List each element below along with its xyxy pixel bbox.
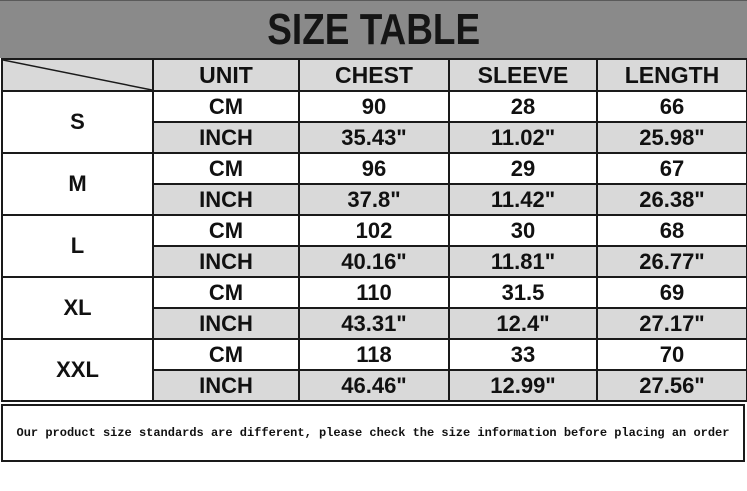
- table-row: INCH 35.43" 11.02" 25.98": [2, 121, 747, 154]
- chest-value: 46.46": [298, 369, 450, 402]
- unit-label-cm: CM: [152, 90, 300, 123]
- table-row: L CM 102 30 68: [1, 214, 747, 278]
- chest-value: 118: [298, 338, 450, 371]
- sleeve-value: 11.02": [448, 121, 598, 154]
- table-row: S CM 90 28 66: [1, 90, 747, 154]
- chest-value: 90: [298, 90, 450, 123]
- col-header-chest: CHEST: [298, 58, 450, 92]
- footer-note: Our product size standards are different…: [1, 404, 745, 462]
- size-label-l: L: [1, 214, 154, 278]
- title-bar: SIZE TABLE: [0, 0, 747, 58]
- size-table: UNIT CHEST SLEEVE LENGTH S CM 90 28 66 I…: [1, 58, 747, 402]
- sleeve-value: 30: [448, 214, 598, 247]
- unit-label-inch: INCH: [152, 369, 300, 402]
- length-value: 25.98": [596, 121, 747, 154]
- unit-label-inch: INCH: [152, 245, 300, 278]
- size-label-xxl: XXL: [1, 338, 154, 402]
- table-row: XXL CM 118 33 70: [1, 338, 747, 402]
- unit-label-inch: INCH: [152, 183, 300, 216]
- chest-value: 102: [298, 214, 450, 247]
- unit-label-cm: CM: [152, 152, 300, 185]
- table-row: INCH 40.16" 11.81" 26.77": [2, 245, 747, 278]
- table-row: M CM 96 29 67: [1, 152, 747, 216]
- unit-label-cm: CM: [152, 338, 300, 371]
- table-row: INCH 46.46" 12.99" 27.56": [2, 369, 747, 402]
- length-value: 26.38": [596, 183, 747, 216]
- chest-value: 37.8": [298, 183, 450, 216]
- length-value: 27.56": [596, 369, 747, 402]
- sleeve-value: 33: [448, 338, 598, 371]
- diagonal-line: [3, 60, 152, 90]
- chest-value: 35.43": [298, 121, 450, 154]
- col-header-sleeve: SLEEVE: [448, 58, 598, 92]
- header-row: UNIT CHEST SLEEVE LENGTH: [1, 58, 747, 92]
- sleeve-value: 12.99": [448, 369, 598, 402]
- sleeve-value: 11.81": [448, 245, 598, 278]
- length-value: 68: [596, 214, 747, 247]
- sleeve-value: 12.4": [448, 307, 598, 340]
- sleeve-value: 28: [448, 90, 598, 123]
- size-label-xl: XL: [1, 276, 154, 340]
- sleeve-value: 29: [448, 152, 598, 185]
- length-value: 26.77": [596, 245, 747, 278]
- chest-value: 43.31": [298, 307, 450, 340]
- diagonal-header-cell: [1, 58, 154, 92]
- length-value: 69: [596, 276, 747, 309]
- unit-label-inch: INCH: [152, 121, 300, 154]
- size-label-m: M: [1, 152, 154, 216]
- col-header-unit: UNIT: [152, 58, 300, 92]
- length-value: 66: [596, 90, 747, 123]
- chest-value: 96: [298, 152, 450, 185]
- length-value: 70: [596, 338, 747, 371]
- col-header-length: LENGTH: [596, 58, 747, 92]
- length-value: 27.17": [596, 307, 747, 340]
- unit-label-inch: INCH: [152, 307, 300, 340]
- table-row: INCH 43.31" 12.4" 27.17": [2, 307, 747, 340]
- unit-label-cm: CM: [152, 276, 300, 309]
- table-row: XL CM 110 31.5 69: [1, 276, 747, 340]
- page-title: SIZE TABLE: [267, 4, 480, 54]
- size-label-s: S: [1, 90, 154, 154]
- unit-label-cm: CM: [152, 214, 300, 247]
- sleeve-value: 31.5: [448, 276, 598, 309]
- table-row: INCH 37.8" 11.42" 26.38": [2, 183, 747, 216]
- length-value: 67: [596, 152, 747, 185]
- chest-value: 40.16": [298, 245, 450, 278]
- chest-value: 110: [298, 276, 450, 309]
- sleeve-value: 11.42": [448, 183, 598, 216]
